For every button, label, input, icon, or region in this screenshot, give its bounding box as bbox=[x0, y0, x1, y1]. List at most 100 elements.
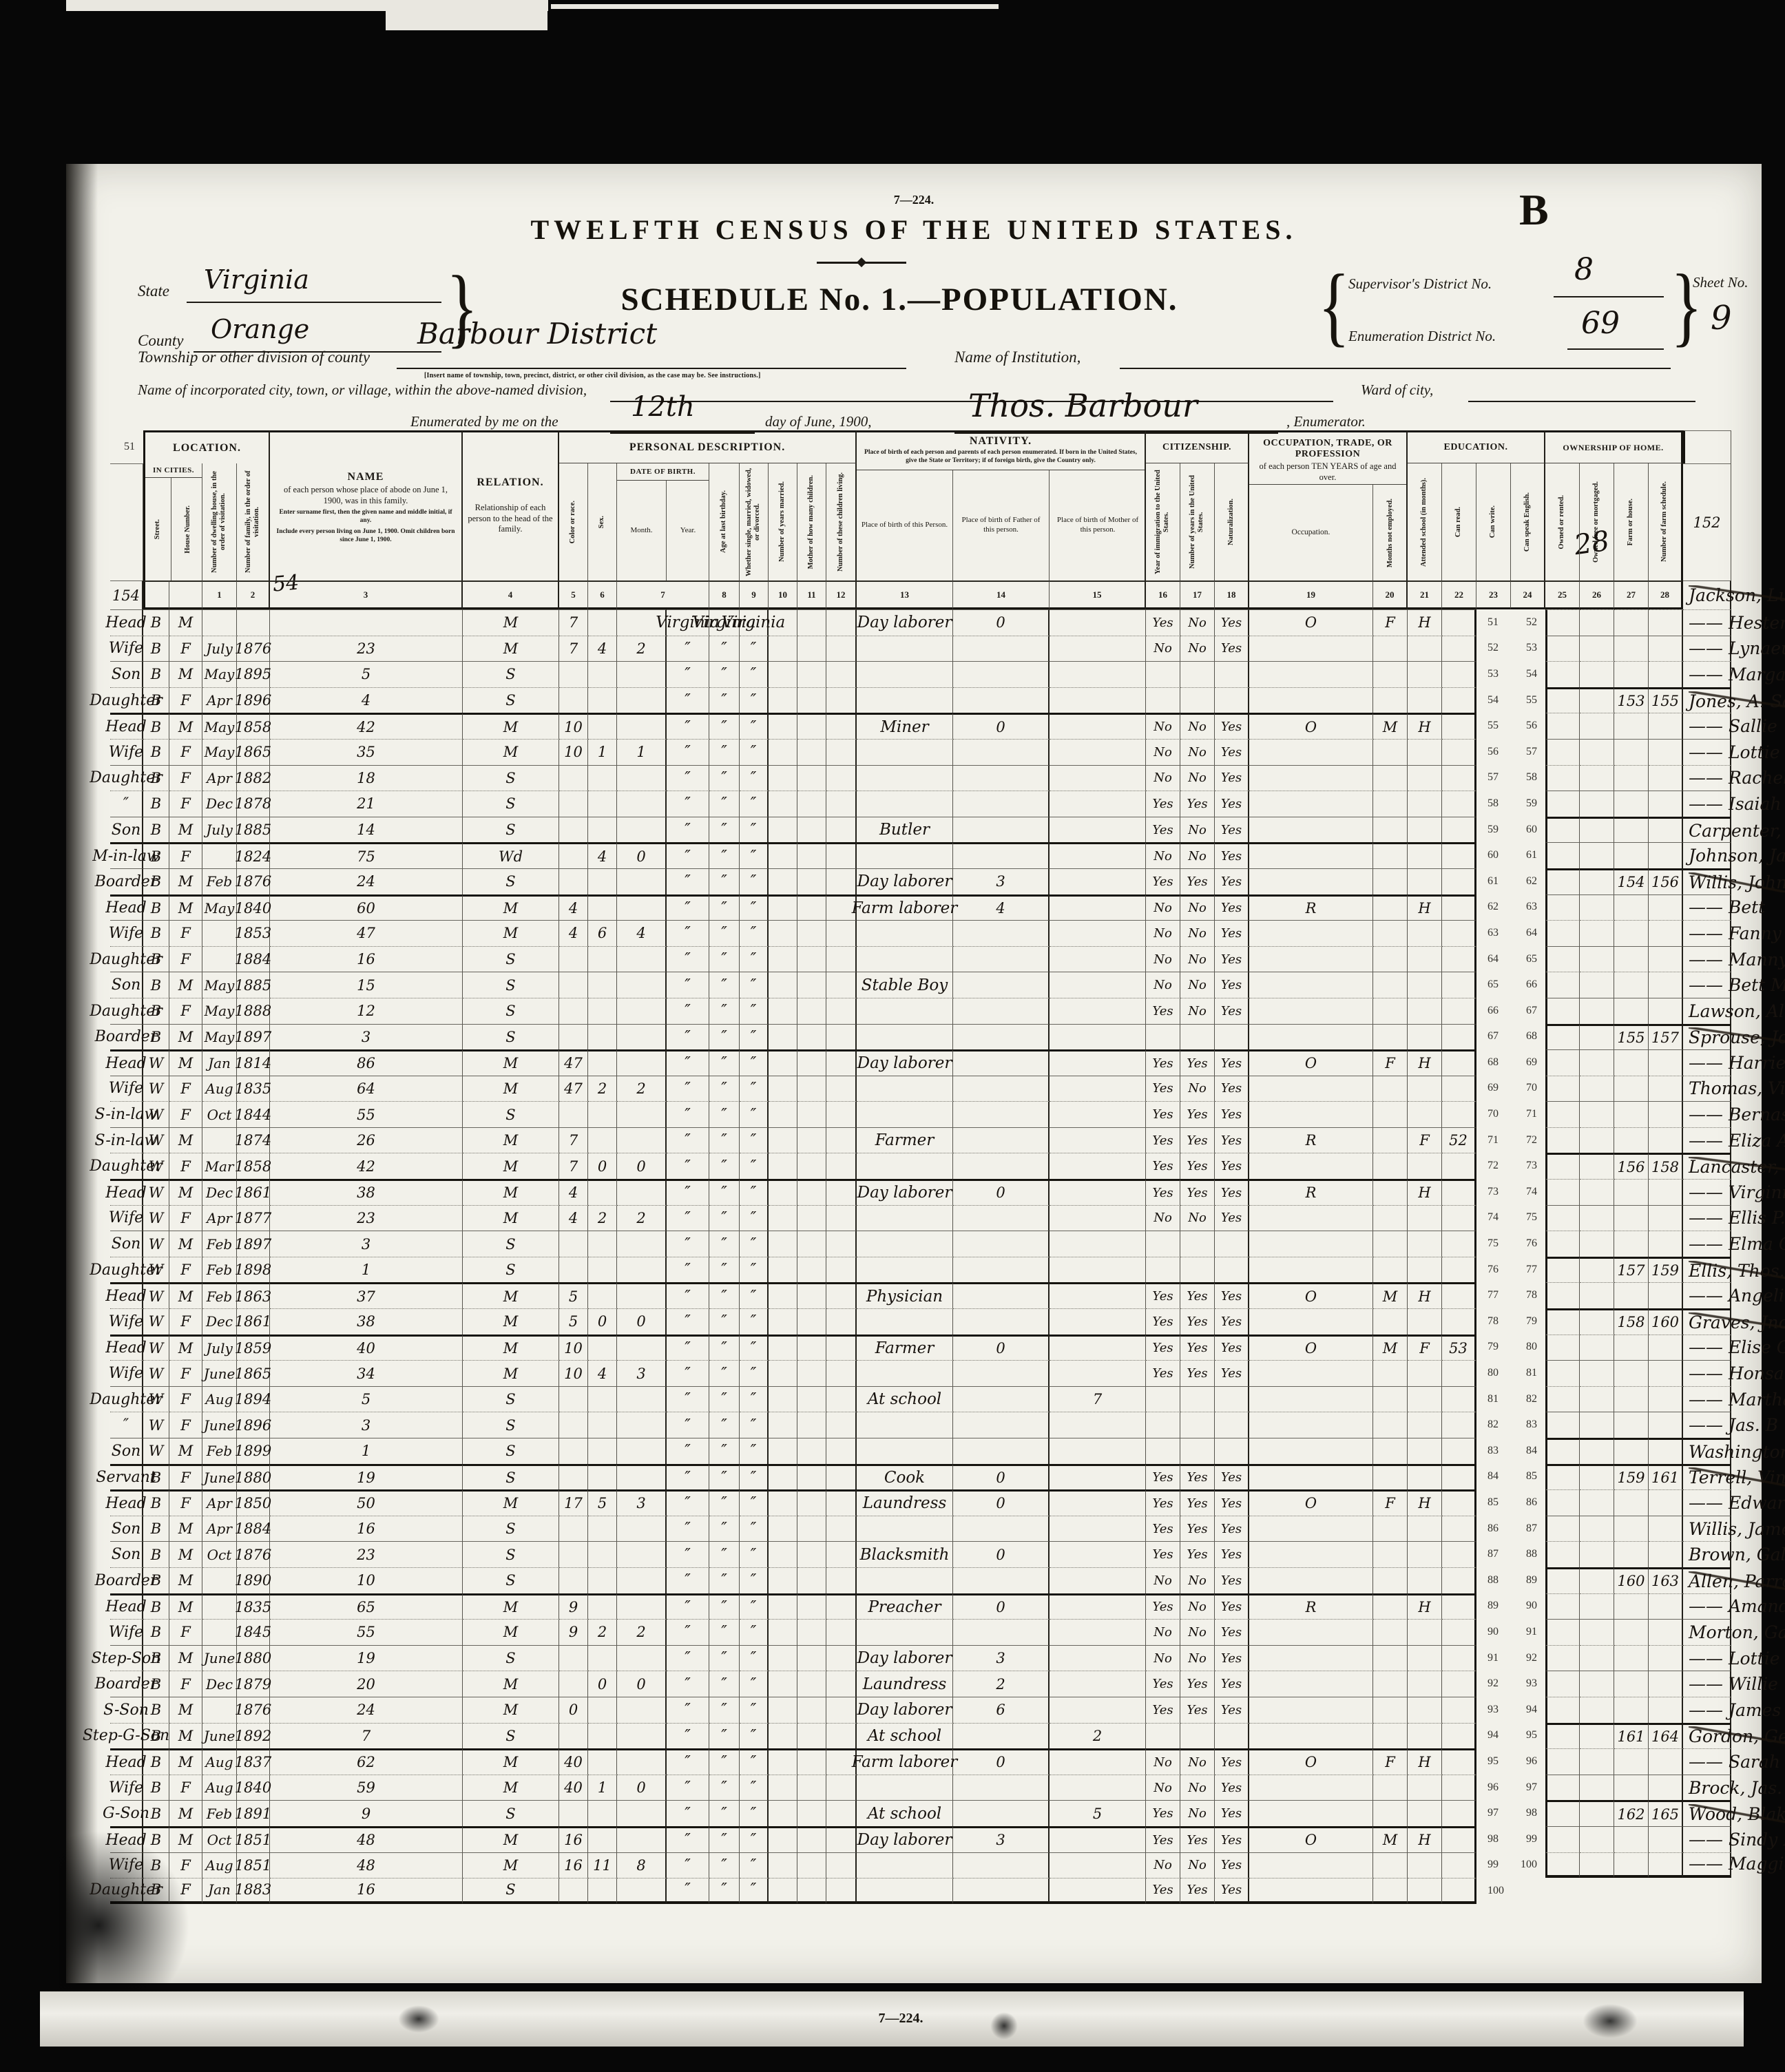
row-number-left: 71 bbox=[1526, 1108, 1537, 1120]
handwritten-entry: Yes bbox=[1220, 1547, 1242, 1562]
cell-sex: F bbox=[169, 1619, 202, 1645]
handwritten-entry: 42 bbox=[357, 718, 375, 735]
cell-rel: Daughter bbox=[90, 764, 163, 791]
cell-sch bbox=[1050, 1619, 1146, 1645]
cell-imm bbox=[769, 1489, 797, 1516]
cell-write: Yes bbox=[1180, 1101, 1215, 1127]
row-number-right: 56 bbox=[1488, 745, 1499, 757]
cell-occ bbox=[857, 1153, 953, 1180]
cell-fam: 156 bbox=[1649, 868, 1683, 894]
cell-color: B bbox=[143, 1023, 169, 1050]
cell-month: May bbox=[202, 894, 237, 921]
handwritten-entry: ″ bbox=[750, 1002, 757, 1021]
handwritten-entry: F bbox=[180, 1003, 191, 1020]
cell-fm bbox=[1373, 1619, 1408, 1645]
cell-imm bbox=[769, 1878, 797, 1904]
handwritten-entry: ″ bbox=[750, 691, 757, 710]
handwritten-entry: ″ bbox=[685, 768, 691, 787]
cell-nat bbox=[826, 1256, 857, 1283]
cell-yrsm bbox=[559, 1438, 588, 1464]
handwritten-entry: Lancaster, Gus W. bbox=[1689, 1157, 1785, 1178]
cell-eng: Yes bbox=[1215, 791, 1249, 817]
handwritten-entry: Yes bbox=[1152, 1677, 1173, 1692]
cell-occ: Stable Boy bbox=[857, 972, 953, 998]
months-not-employed: Months not employed. bbox=[1373, 485, 1408, 580]
cell-fh bbox=[1408, 1878, 1442, 1904]
cell-month: Feb bbox=[202, 1438, 237, 1464]
cell-house bbox=[1580, 1463, 1614, 1490]
handwritten-entry: M bbox=[503, 1339, 519, 1357]
handwritten-entry: Yes bbox=[1187, 1159, 1208, 1174]
handwritten-entry: ″ bbox=[750, 1726, 757, 1745]
cell-fs bbox=[1442, 791, 1476, 817]
cell-sch bbox=[1050, 1127, 1146, 1153]
handwritten-entry: 1876 bbox=[234, 1546, 272, 1563]
handwritten-entry: ″ bbox=[750, 1105, 757, 1124]
handwritten-entry: ″ bbox=[750, 821, 757, 839]
cell-month: Feb bbox=[202, 1800, 237, 1826]
cell-yrsm: 16 bbox=[559, 1825, 588, 1852]
cell-fm bbox=[1373, 1101, 1408, 1127]
cell-write bbox=[1180, 1438, 1215, 1464]
nativity-person: Place of birth of this Person. bbox=[857, 470, 953, 580]
cell-fm bbox=[1373, 1204, 1408, 1231]
cell-color: B bbox=[143, 1644, 169, 1671]
cell-write: Yes bbox=[1180, 1153, 1215, 1180]
cell-read: No bbox=[1146, 1644, 1180, 1671]
cell-name: —— Willie bbox=[1683, 1671, 1778, 1697]
handwritten-entry: Preacher bbox=[868, 1598, 941, 1616]
cell-name: —— Sarah F. bbox=[1683, 1748, 1785, 1775]
cell-house bbox=[1580, 1308, 1614, 1335]
cell-own: O bbox=[1249, 609, 1373, 636]
cell-house bbox=[1580, 1282, 1614, 1309]
cell-sex: F bbox=[169, 1671, 202, 1697]
handwritten-entry: 16 bbox=[357, 951, 375, 968]
handwritten-entry: Day laborer bbox=[857, 1649, 952, 1668]
handwritten-entry: B bbox=[150, 1650, 162, 1667]
cell-read: Yes bbox=[1146, 1800, 1180, 1826]
cell-fm bbox=[1373, 1515, 1408, 1542]
cell-write: No bbox=[1180, 609, 1215, 636]
cell-imm bbox=[769, 1852, 797, 1879]
handwritten-entry: 1897 bbox=[234, 1028, 272, 1045]
cell-yrsus bbox=[797, 1204, 826, 1231]
cell-yrsm bbox=[559, 791, 588, 817]
row-number-left: 59 bbox=[1526, 797, 1537, 809]
cell-year: 1898 bbox=[235, 1256, 271, 1283]
handwritten-entry: ″ bbox=[721, 1779, 727, 1797]
handwritten-entry: 2 bbox=[636, 640, 646, 657]
handwritten-entry: No bbox=[1154, 952, 1172, 967]
cell-street bbox=[1545, 1334, 1580, 1361]
cell-fh bbox=[1408, 1800, 1442, 1826]
cell-mne bbox=[953, 997, 1050, 1024]
cell-liv bbox=[617, 868, 667, 894]
cell-sex: F bbox=[169, 1463, 202, 1490]
mother-of-col: Mother of how many children. bbox=[797, 463, 826, 580]
cell-write: No bbox=[1180, 842, 1215, 868]
cell-dw: 157 bbox=[1614, 1256, 1649, 1283]
group-citizenship: CITIZENSHIP. bbox=[1146, 430, 1249, 463]
cell-mne: 3 bbox=[953, 1644, 1050, 1671]
row-number-right: 99 bbox=[1488, 1859, 1499, 1871]
cell-pob: ″ bbox=[667, 1800, 709, 1826]
handwritten-entry: B bbox=[150, 1832, 162, 1849]
cell-write: Yes bbox=[1180, 1878, 1215, 1904]
cell-occ bbox=[857, 1515, 953, 1542]
cell-moth bbox=[588, 791, 617, 817]
cell-eng: Yes bbox=[1215, 1153, 1249, 1180]
handwritten-entry: Brown, Gally bbox=[1689, 1545, 1785, 1565]
handwritten-entry: M bbox=[503, 614, 519, 631]
handwritten-entry: S bbox=[505, 1805, 516, 1822]
handwritten-entry: No bbox=[1188, 925, 1207, 941]
cell-own: R bbox=[1249, 1127, 1373, 1153]
handwritten-entry: F bbox=[180, 1080, 191, 1097]
cell-street bbox=[1545, 1179, 1580, 1205]
cell-own bbox=[1249, 816, 1373, 843]
cell-write: No bbox=[1180, 1852, 1215, 1879]
cell-dw bbox=[1614, 1412, 1649, 1438]
cell-own bbox=[1249, 1567, 1373, 1593]
handwritten-entry: July bbox=[206, 640, 233, 657]
cell-fm bbox=[1373, 1852, 1408, 1879]
handwritten-entry: M bbox=[178, 1727, 194, 1744]
cell-mar: M bbox=[463, 1204, 559, 1231]
